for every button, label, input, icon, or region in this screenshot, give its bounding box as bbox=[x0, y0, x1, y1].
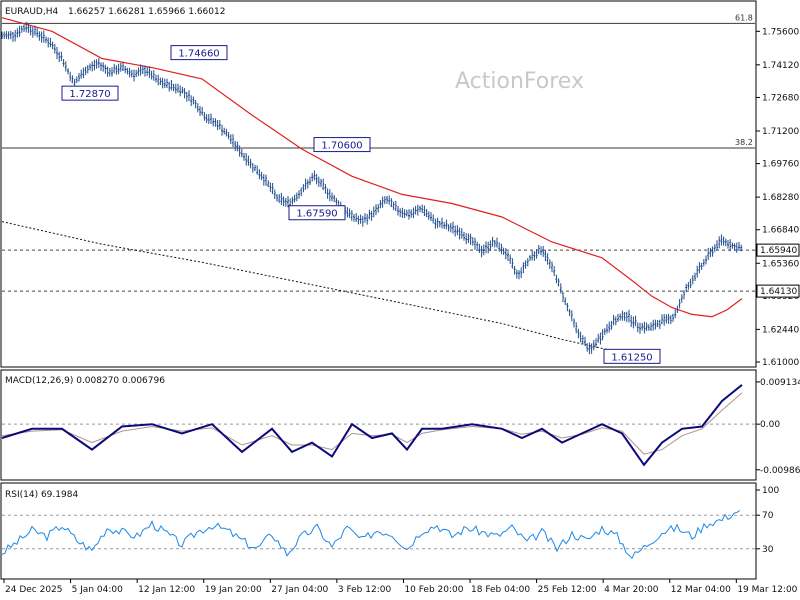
price-tick-label: 1.72680 bbox=[762, 93, 799, 103]
price-tick-label: 1.69760 bbox=[762, 160, 799, 170]
price-tick-label: 1.68280 bbox=[762, 193, 799, 203]
price-panel-frame bbox=[0, 0, 757, 368]
rsi-line bbox=[1, 510, 741, 560]
price-annotation-label: 1.74660 bbox=[178, 49, 219, 60]
x-tick-label: 24 Dec 2025 bbox=[5, 585, 63, 595]
level-axis-box bbox=[756, 243, 800, 257]
macd-panel-frame bbox=[0, 369, 757, 481]
rsi-tick-label: 100 bbox=[762, 486, 779, 496]
macd-layer bbox=[1, 384, 755, 467]
rsi-tick-label: 70 bbox=[762, 511, 774, 521]
price-tick-label: 1.62440 bbox=[762, 325, 799, 335]
price-tick-label: 1.75600 bbox=[762, 27, 799, 37]
price-annotation-box bbox=[603, 348, 661, 364]
price-annotation-label: 1.70600 bbox=[321, 141, 362, 152]
price-annotation: 1.72870 bbox=[61, 85, 119, 101]
x-tick-label: 4 Mar 20:00 bbox=[604, 585, 659, 595]
rsi-title: RSI(14) 69.1984 bbox=[5, 490, 78, 500]
axes-layer: 1.75600 1.74120 1.72680 1.71200 1.69760 1.682… bbox=[3, 27, 800, 595]
level-axis-label: 1.65940 bbox=[760, 246, 797, 256]
x-tick-label: 5 Jan 04:00 bbox=[72, 585, 124, 595]
price-layer: 61.8 38.2 1.74660 1.72870 1.70600 1.67590 1.61… bbox=[1, 13, 755, 364]
price-tick-label: 1.74120 bbox=[762, 61, 799, 71]
level-axis-label: 1.64130 bbox=[760, 287, 797, 297]
rsi-panel-frame bbox=[0, 482, 757, 580]
price-tick-label: 1.65360 bbox=[762, 259, 799, 269]
macd-tick-label: 0.009134 bbox=[760, 378, 800, 388]
x-tick-label: 18 Feb 04:00 bbox=[471, 585, 530, 595]
fib-label: 61.8 bbox=[735, 13, 753, 22]
x-tick-label: 27 Jan 04:00 bbox=[271, 585, 328, 595]
price-tick-label: 1.61000 bbox=[762, 358, 799, 368]
rsi-tick-label: 30 bbox=[762, 545, 774, 555]
level-axis-box bbox=[756, 284, 800, 298]
price-annotation-label: 1.61250 bbox=[611, 352, 652, 363]
macd-tick-label: -0.009869 bbox=[760, 466, 800, 476]
price-annotation-box bbox=[170, 45, 228, 61]
price-annotation: 1.74660 bbox=[170, 45, 228, 61]
x-tick-label: 25 Feb 12:00 bbox=[538, 585, 597, 595]
macd-line bbox=[1, 384, 743, 467]
price-annotation-label: 1.72870 bbox=[69, 89, 110, 100]
symbol-label: EURAUD,H4 bbox=[5, 7, 58, 17]
macd-tick-label: 0.00 bbox=[760, 420, 780, 430]
ma-long-line bbox=[1, 221, 633, 356]
price-annotation-box bbox=[61, 85, 119, 101]
price-annotation: 1.67590 bbox=[288, 205, 346, 221]
x-tick-label: 12 Jan 12:00 bbox=[138, 585, 195, 595]
watermark: ActionForex bbox=[455, 69, 584, 94]
price-annotation-label: 1.67590 bbox=[296, 209, 337, 220]
x-tick-label: 19 Mar 12:00 bbox=[737, 585, 797, 595]
ma-short-line bbox=[1, 17, 743, 318]
fib-label: 38.2 bbox=[735, 138, 753, 147]
x-tick-label: 12 Mar 04:00 bbox=[671, 585, 731, 595]
x-tick-label: 19 Jan 20:00 bbox=[205, 585, 262, 595]
rsi-layer bbox=[1, 510, 755, 560]
price-annotation: 1.61250 bbox=[603, 348, 661, 364]
x-tick-label: 10 Feb 20:00 bbox=[404, 585, 463, 595]
price-annotation-box bbox=[313, 137, 371, 153]
ohlc-label: 1.66257 1.66281 1.65966 1.66012 bbox=[68, 7, 225, 17]
macd-title: MACD(12,26,9) 0.008270 0.006796 bbox=[5, 376, 165, 386]
price-annotation-box bbox=[288, 205, 346, 221]
price-tick-label: 1.71200 bbox=[762, 127, 799, 137]
x-tick-label: 3 Feb 12:00 bbox=[338, 585, 392, 595]
price-annotation: 1.70600 bbox=[313, 137, 371, 153]
price-tick-label: 1.66840 bbox=[762, 226, 799, 236]
